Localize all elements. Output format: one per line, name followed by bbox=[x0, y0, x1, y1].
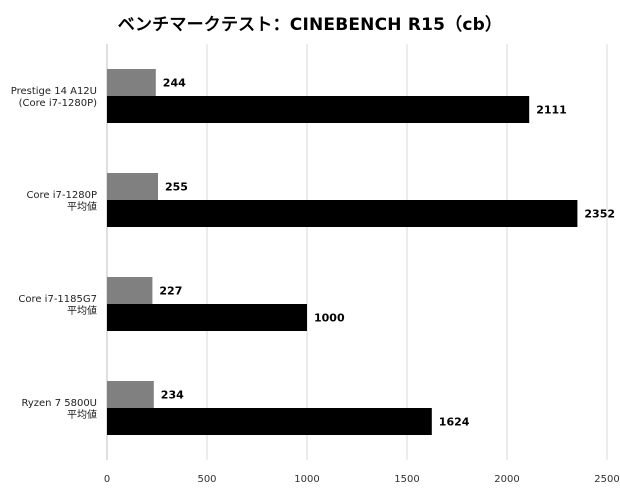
category-label: Prestige 14 A12U (Core i7-1280P) bbox=[11, 86, 97, 109]
data-label: 244 bbox=[163, 77, 186, 90]
bar-series-1 bbox=[107, 381, 154, 408]
data-label: 234 bbox=[161, 389, 184, 402]
x-tick-label: 500 bbox=[197, 474, 216, 485]
x-tick-label: 2000 bbox=[494, 474, 519, 485]
x-axis-ticks: 0 500 1000 1500 2000 2500 bbox=[104, 474, 620, 485]
data-label: 2111 bbox=[536, 104, 567, 117]
value-labels: 244 2111 255 2352 227 1000 234 1624 bbox=[159, 77, 615, 429]
bar-series-1 bbox=[107, 173, 158, 200]
data-label: 255 bbox=[165, 181, 188, 194]
category-label: Ryzen 7 5800U 平均値 bbox=[21, 398, 97, 421]
bar-series-2 bbox=[107, 408, 432, 435]
bar-series-1 bbox=[107, 277, 153, 304]
chart-title: ベンチマークテスト：CINEBENCH R15（cb） bbox=[117, 15, 503, 35]
bar-series-2 bbox=[107, 96, 530, 123]
x-tick-label: 0 bbox=[104, 474, 110, 485]
bar-series-1 bbox=[107, 69, 156, 96]
data-label: 2352 bbox=[584, 208, 615, 221]
bar-series-2 bbox=[107, 304, 307, 331]
bars bbox=[107, 69, 578, 435]
data-label: 227 bbox=[159, 285, 182, 298]
data-label: 1624 bbox=[439, 416, 470, 429]
x-tick-label: 2500 bbox=[594, 474, 619, 485]
bar-series-2 bbox=[107, 200, 578, 227]
x-tick-label: 1500 bbox=[394, 474, 419, 485]
category-labels: Prestige 14 A12U (Core i7-1280P) Core i7-1… bbox=[11, 86, 97, 421]
category-label: Core i7-1280P 平均値 bbox=[26, 190, 97, 213]
data-label: 1000 bbox=[314, 312, 345, 325]
category-label: Core i7-1185G7 平均値 bbox=[18, 294, 97, 317]
x-tick-label: 1000 bbox=[294, 474, 319, 485]
